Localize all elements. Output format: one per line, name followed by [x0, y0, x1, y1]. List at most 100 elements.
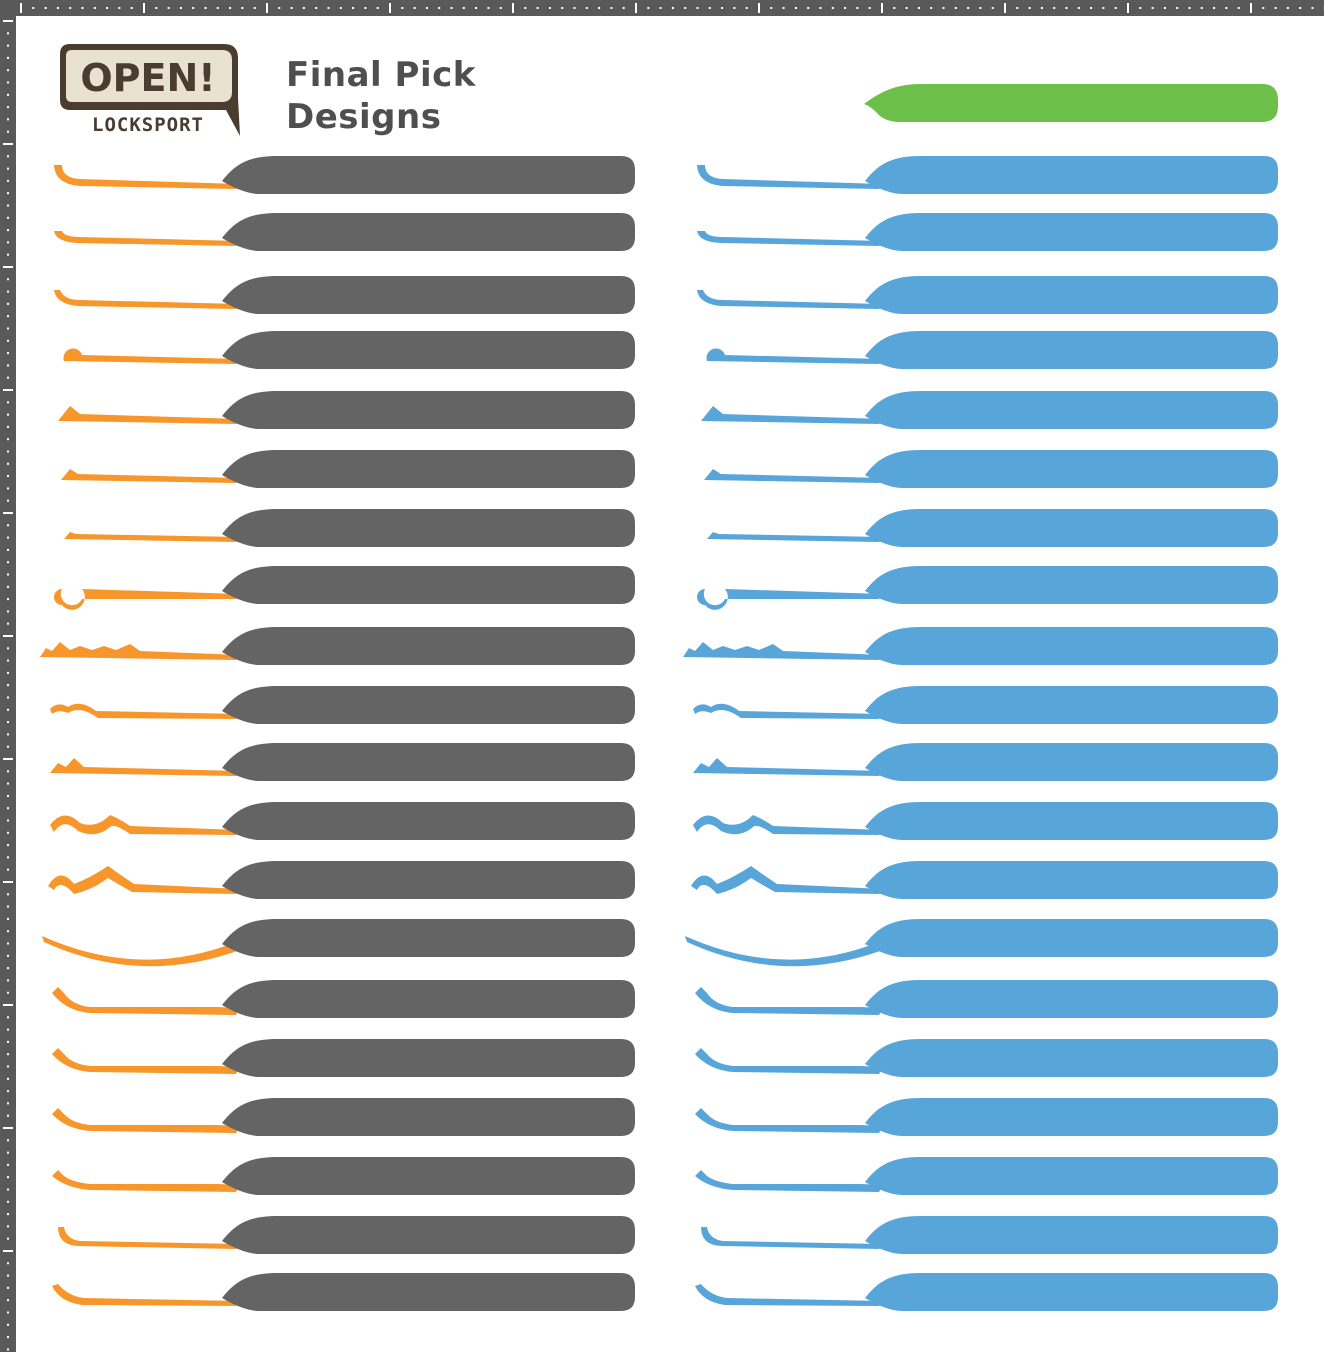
ruler-tick — [1077, 7, 1080, 9]
pick-offset-hook-1-right — [695, 980, 1278, 1018]
ruler-tick — [69, 7, 72, 9]
pick-handle — [222, 566, 635, 604]
ruler-tick — [7, 671, 9, 674]
ruler-tick — [1127, 3, 1129, 13]
ruler-tick — [1262, 7, 1265, 9]
ruler-tick — [782, 7, 785, 9]
ruler-tick — [302, 7, 305, 9]
ruler-tick — [967, 7, 970, 9]
pick-ball-left — [63, 331, 635, 369]
ruler-tick — [253, 7, 256, 9]
pick-double-bump-right — [693, 743, 1278, 781]
ruler-tick — [1139, 7, 1142, 9]
pick-rake-comb-left — [40, 627, 635, 665]
ruler-tick — [819, 7, 822, 9]
ruler-tick — [1040, 7, 1043, 9]
ruler-tick — [7, 868, 9, 871]
pick-half-diamond-medium-right — [704, 450, 1278, 488]
pick-tip-bogota — [48, 866, 240, 894]
ruler-tick — [3, 758, 13, 760]
ruler-tick — [7, 364, 9, 367]
pick-handle — [865, 1039, 1278, 1077]
ruler-tick — [266, 3, 268, 13]
ruler-tick — [1200, 7, 1203, 9]
pick-handle — [865, 686, 1278, 724]
ruler-tick — [622, 7, 625, 9]
ruler-tick — [7, 561, 9, 564]
ruler-tick — [1016, 7, 1019, 9]
ruler-tick — [7, 1348, 9, 1351]
ruler-tick — [7, 573, 9, 576]
pick-handle — [865, 450, 1278, 488]
pick-double-ball-right — [697, 566, 1278, 610]
ruler-tick — [671, 7, 674, 9]
pick-tip-offset-hook-4 — [52, 1170, 240, 1192]
pick-half-diamond-large-right — [701, 391, 1278, 429]
ruler-tick — [7, 819, 9, 822]
ruler-tick — [3, 1127, 13, 1129]
pick-wave-small-left — [50, 686, 635, 724]
ruler-tick — [462, 7, 465, 9]
pick-tip-half-diamond-small — [707, 532, 883, 542]
pick-tip-ball — [706, 348, 883, 364]
ruler-tick — [155, 7, 158, 9]
ruler-tick — [1053, 7, 1056, 9]
pick-tip-hook-deep — [54, 165, 240, 189]
pick-handle — [222, 627, 635, 665]
ruler-tick — [315, 7, 318, 9]
ruler-tick — [7, 56, 9, 59]
ruler-tick — [7, 917, 9, 920]
ruler-tick — [7, 1237, 9, 1240]
ruler-tick — [1090, 7, 1093, 9]
ruler-tick — [7, 1213, 9, 1216]
pick-gonzo-hook-2-left — [52, 1273, 635, 1311]
ruler-tick — [1151, 7, 1154, 9]
ruler-tick — [413, 7, 416, 9]
ruler-tick — [179, 7, 182, 9]
ruler-tick — [1237, 7, 1240, 9]
ruler-tick — [81, 7, 84, 9]
ruler-tick — [7, 942, 9, 945]
ruler-tick — [7, 327, 9, 330]
pick-tip-gonzo-hook-1 — [58, 1227, 240, 1249]
ruler-tick — [7, 610, 9, 613]
ruler-tick — [7, 548, 9, 551]
ruler-tick — [7, 130, 9, 133]
ruler-tick — [7, 536, 9, 539]
pick-handle — [865, 1157, 1278, 1195]
open-locksport-logo: OPEN! LOCKSPORT — [60, 44, 240, 136]
pick-handle — [865, 802, 1278, 840]
left-ruler — [0, 0, 16, 1352]
pick-handle — [865, 213, 1278, 251]
pick-tip-wave-small — [50, 703, 240, 719]
pick-handle — [222, 156, 635, 194]
ruler-tick — [3, 389, 13, 391]
ruler-tick — [7, 979, 9, 982]
ruler-tick — [573, 7, 576, 9]
ruler-tick — [536, 7, 539, 9]
ruler-tick — [758, 3, 760, 13]
ruler-tick — [770, 7, 773, 9]
ruler-tick — [7, 1262, 9, 1265]
pick-half-diamond-small-left — [64, 509, 635, 547]
ruler-tick — [7, 1090, 9, 1093]
ruler-tick — [3, 635, 13, 637]
ruler-tick — [56, 7, 59, 9]
ruler-tick — [585, 7, 588, 9]
ruler-tick — [1225, 7, 1228, 9]
ruler-tick — [7, 1286, 9, 1289]
pick-tip-curved-rake — [42, 936, 240, 967]
pick-tip-hook-short — [697, 290, 883, 309]
ruler-tick — [7, 930, 9, 933]
pick-tip-hook-medium — [54, 231, 240, 246]
pick-handle — [222, 509, 635, 547]
ruler-tick — [905, 7, 908, 9]
ruler-tick — [376, 7, 379, 9]
pick-tip-offset-hook-2 — [52, 1048, 240, 1074]
ruler-tick — [512, 3, 514, 13]
ruler-tick — [1114, 7, 1117, 9]
ruler-tick — [7, 856, 9, 859]
pick-offset-hook-4-left — [52, 1157, 635, 1195]
pick-handle — [222, 686, 635, 724]
